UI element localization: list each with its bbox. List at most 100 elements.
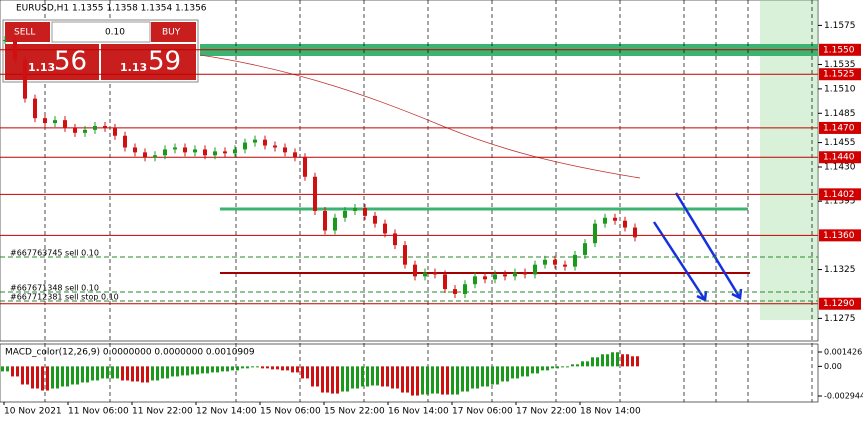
macd-bar: [76, 366, 79, 385]
macd-bar: [336, 366, 339, 394]
candle: [3, 40, 7, 42]
volume-profile: [200, 0, 818, 320]
macd-tick-label: 0.00: [824, 362, 842, 371]
macd-title: MACD_color(12,26,9) 0.0000000 0.0000000 …: [5, 348, 255, 358]
macd-bar: [606, 354, 609, 367]
candle: [303, 157, 307, 177]
candle: [63, 120, 67, 128]
macd-bar: [51, 366, 54, 389]
lot-input[interactable]: [51, 21, 151, 43]
candle: [623, 220, 627, 228]
y-tick-label: 1.1325: [824, 265, 856, 275]
candle: [593, 223, 597, 244]
macd-bar: [421, 366, 424, 395]
candle: [343, 210, 347, 218]
macd-bar: [571, 364, 574, 367]
macd-bar: [456, 366, 459, 395]
candle: [493, 274, 497, 280]
candle: [503, 274, 507, 277]
macd-bar: [1, 366, 4, 372]
candle: [393, 233, 397, 246]
candle: [613, 217, 617, 221]
candle: [373, 215, 377, 224]
x-tick-label: 15 Nov 22:00: [324, 407, 385, 417]
macd-bar: [341, 366, 344, 392]
macd-bar: [396, 366, 399, 389]
macd-bar: [386, 366, 389, 387]
macd-bar: [496, 366, 499, 385]
candle: [463, 284, 467, 294]
macd-bar: [566, 366, 569, 368]
macd-bar: [321, 366, 324, 393]
candle: [383, 223, 387, 234]
macd-bar: [6, 366, 9, 372]
macd-bar: [441, 366, 444, 395]
candle: [543, 259, 547, 265]
macd-bar: [636, 356, 639, 367]
macd-bar: [451, 366, 454, 395]
sell-button[interactable]: [5, 22, 50, 42]
macd-bar: [151, 366, 154, 381]
macd-bar: [296, 366, 299, 373]
candle: [423, 272, 427, 277]
macd-bar: [311, 366, 314, 387]
macd-bar: [61, 366, 64, 387]
candle: [413, 264, 417, 277]
macd-bar: [381, 366, 384, 387]
macd-bar: [226, 366, 229, 372]
level-label: 1.1360: [823, 231, 855, 241]
level-tag: [819, 229, 861, 242]
macd-bar: [176, 366, 179, 377]
macd-bar: [401, 366, 404, 393]
candle: [633, 227, 637, 238]
macd-bar: [86, 366, 89, 383]
y-tick-label: 1.1575: [824, 21, 856, 31]
macd-bar: [261, 366, 264, 369]
candle: [583, 243, 587, 255]
candle: [153, 155, 157, 158]
candle: [453, 289, 457, 294]
candle: [233, 149, 237, 154]
trade-panel: SELL 0.10 BUY 1.13 56 1.13 59: [2, 19, 199, 83]
macd-bar: [161, 366, 164, 379]
macd-bar: [446, 366, 449, 395]
macd-bar: [316, 366, 319, 387]
macd-bar: [536, 366, 539, 374]
macd-bar: [56, 366, 59, 389]
candle: [133, 147, 137, 153]
x-tick-label: 18 Nov 14:00: [580, 407, 641, 417]
candle: [123, 135, 127, 148]
macd-bar: [256, 366, 259, 368]
candle: [143, 152, 147, 158]
macd-bar: [306, 366, 309, 379]
macd-bar: [461, 366, 464, 392]
macd-bar: [486, 366, 489, 387]
candle: [243, 142, 247, 150]
order-label: #667712381 sell stop 0.10: [10, 293, 119, 302]
macd-bar: [481, 366, 484, 387]
macd-bar: [411, 366, 414, 396]
macd-bar: [576, 364, 579, 367]
candle: [603, 217, 607, 224]
macd-bar: [581, 361, 584, 367]
candle: [183, 147, 187, 153]
macd-bar: [141, 366, 144, 383]
level-tag: [819, 121, 861, 134]
candle: [33, 98, 37, 119]
candle: [43, 118, 47, 124]
order-label: #667763745 sell 0.10: [10, 249, 99, 258]
macd-bar: [121, 366, 124, 381]
macd-bar: [626, 354, 629, 367]
macd-bar: [26, 366, 29, 385]
macd-bar: [351, 366, 354, 389]
macd-bar: [166, 366, 169, 379]
candle: [313, 176, 317, 211]
macd-bar: [241, 366, 244, 369]
macd-bar: [361, 366, 364, 387]
macd-bar: [126, 366, 129, 381]
macd-bar: [211, 366, 214, 373]
y-tick-label: 1.1510: [824, 84, 856, 94]
buy-button[interactable]: [151, 22, 196, 42]
buy-label: BUY: [162, 28, 181, 38]
macd-bar: [466, 366, 469, 392]
